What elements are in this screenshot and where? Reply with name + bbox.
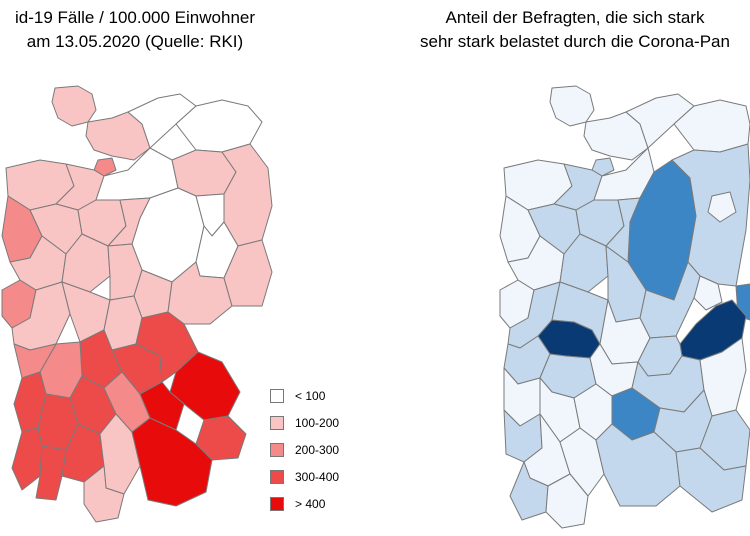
right-region-berlin bbox=[707, 191, 737, 223]
left-region-e-2 bbox=[223, 239, 273, 307]
right-region-hamburg bbox=[591, 157, 615, 177]
right-region-w-8 bbox=[551, 281, 609, 345]
legend-swatch bbox=[270, 470, 284, 484]
left-region-s-5 bbox=[13, 343, 57, 379]
left-region-s-14 bbox=[35, 445, 67, 501]
legend-label: > 400 bbox=[295, 497, 326, 511]
right-map-title-line1: Anteil der Befragten, die sich stark bbox=[445, 8, 705, 27]
legend-swatch bbox=[270, 389, 284, 403]
left-map-title: id-19 Fälle / 100.000 Einwohner am 13.05… bbox=[0, 6, 300, 54]
legend-swatch bbox=[270, 443, 284, 457]
legend-label: 200-300 bbox=[295, 443, 340, 457]
legend-label: 300-400 bbox=[295, 470, 340, 484]
left-region-north-2 bbox=[85, 111, 151, 161]
right-map-title-line2: sehr stark belastet durch die Corona-Pan bbox=[420, 32, 730, 51]
legend-swatch bbox=[270, 416, 284, 430]
right-region-sh-2 bbox=[583, 111, 649, 161]
right-region-sh-1 bbox=[549, 85, 595, 127]
right-region-s-16 bbox=[545, 473, 589, 529]
left-map bbox=[1, 85, 273, 523]
left-region-s-15 bbox=[83, 465, 125, 523]
left-map-title-line2: am 13.05.2020 (Quelle: RKI) bbox=[26, 32, 244, 51]
left-region-bavaria-s bbox=[131, 417, 213, 507]
left-map-title-line1: id-19 Fälle / 100.000 Einwohner bbox=[14, 8, 256, 27]
right-map bbox=[499, 85, 750, 529]
legend-swatch bbox=[270, 497, 284, 511]
left-region-hamburg bbox=[93, 157, 117, 177]
left-region-north-1 bbox=[51, 85, 97, 127]
legend-label: < 100 bbox=[295, 389, 326, 403]
left-region-s-13 bbox=[11, 427, 43, 491]
legend-label: 100-200 bbox=[295, 416, 340, 430]
right-region-s-14 bbox=[675, 447, 747, 513]
right-map-title: Anteil der Befragten, die sich stark seh… bbox=[375, 6, 750, 54]
